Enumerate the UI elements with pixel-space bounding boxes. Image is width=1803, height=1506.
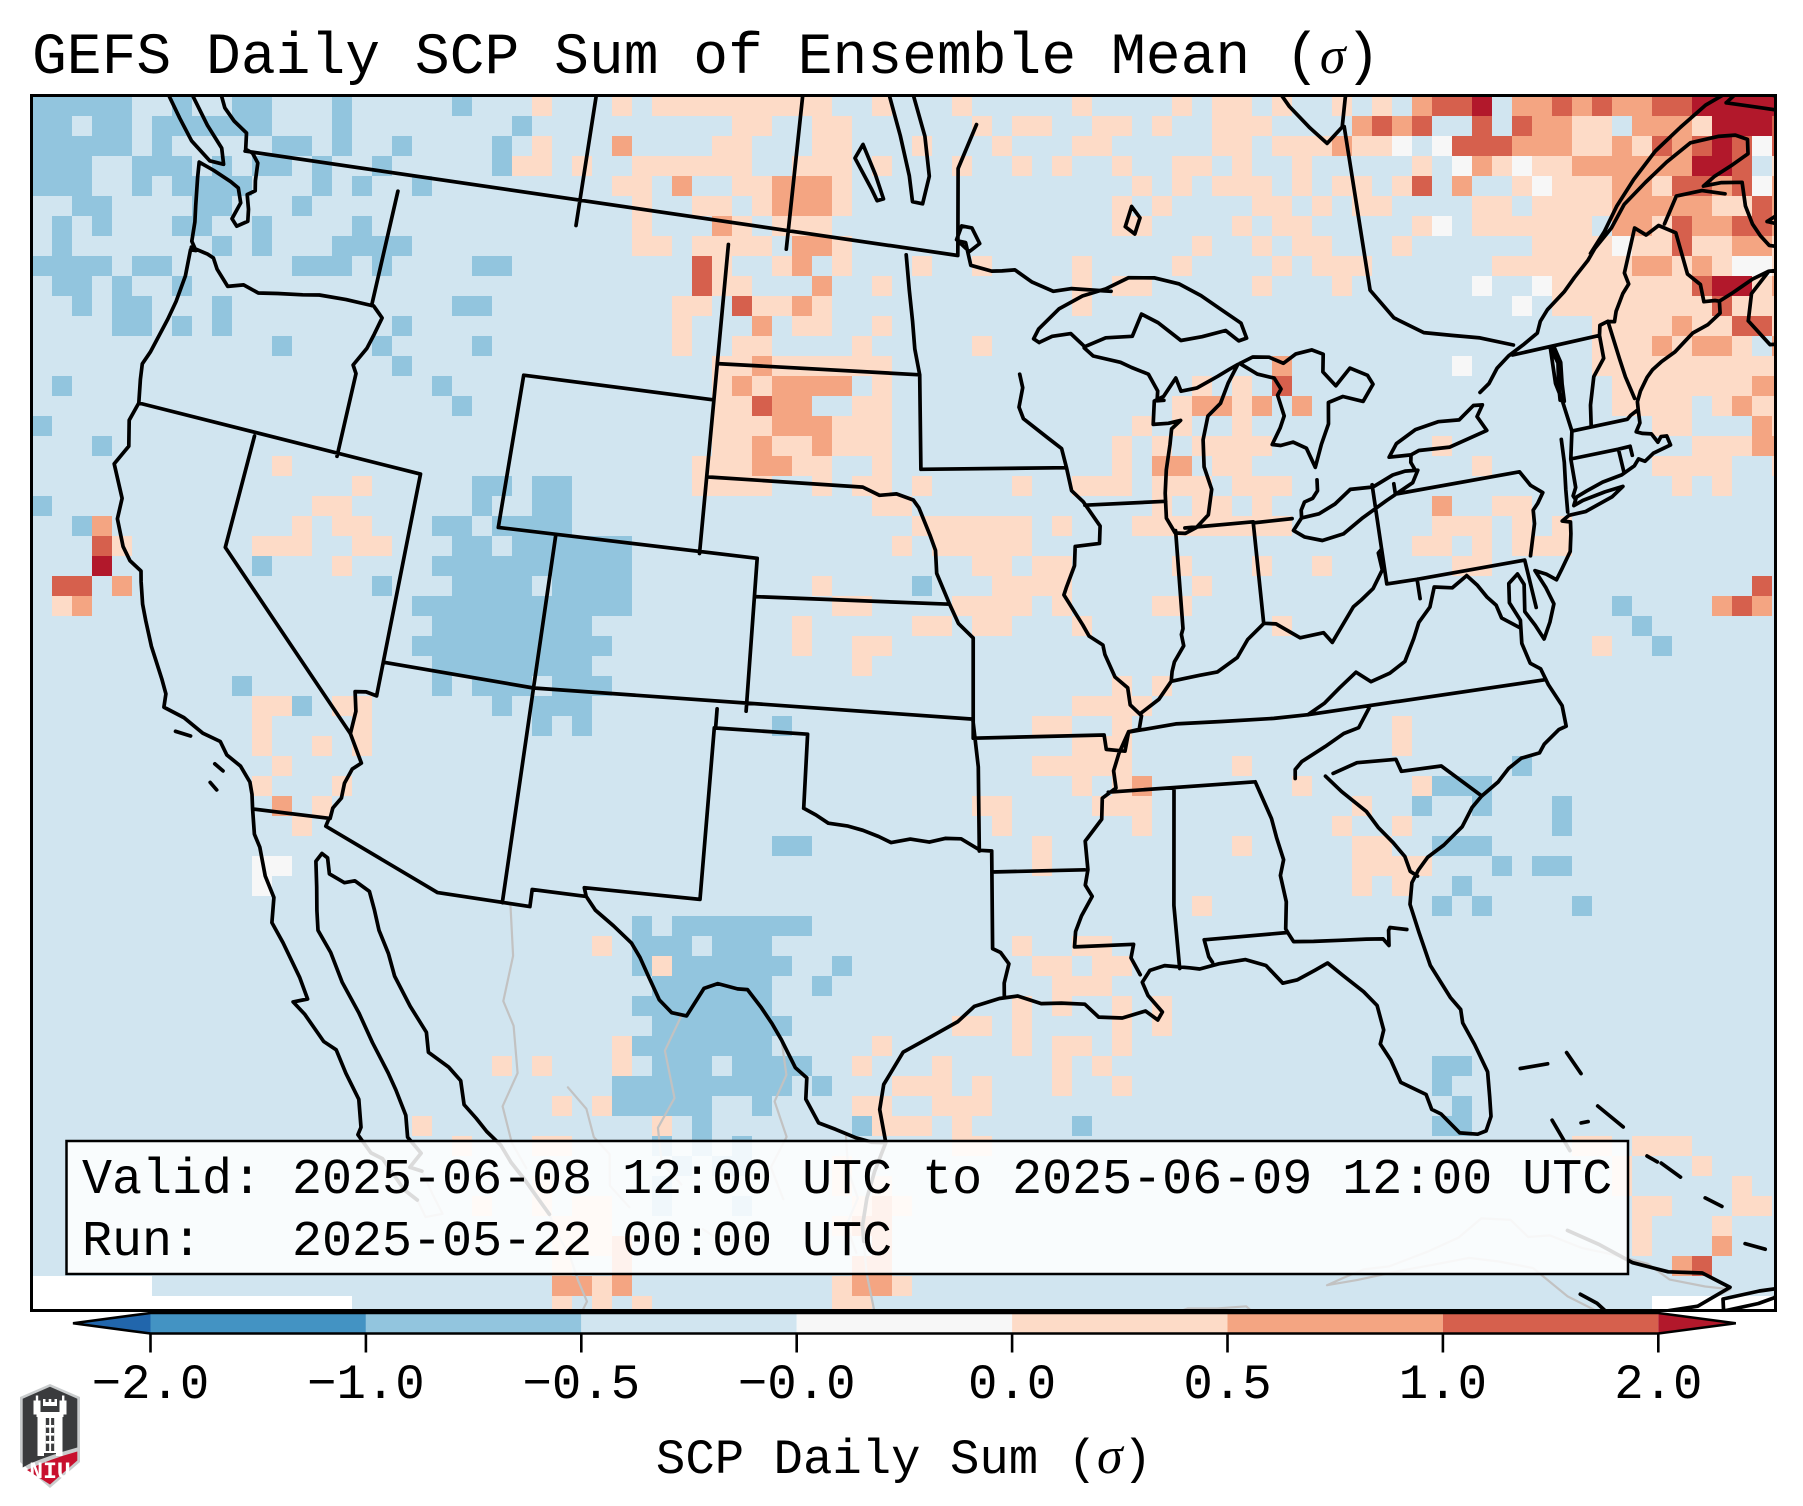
svg-text:Valid: 2025-06-08 12:00 UTC to: Valid: 2025-06-08 12:00 UTC to 2025-06-0… [82, 1152, 1612, 1209]
svg-text:0.5: 0.5 [1183, 1357, 1271, 1413]
svg-text:−0.0: −0.0 [738, 1357, 856, 1413]
svg-text:1.0: 1.0 [1399, 1357, 1487, 1413]
svg-text:−0.5: −0.5 [522, 1357, 640, 1413]
svg-text:−1.0: −1.0 [307, 1357, 425, 1413]
svg-text:−2.0: −2.0 [92, 1357, 210, 1413]
svg-text:GEFS Daily SCP Sum of Ensemble: GEFS Daily SCP Sum of Ensemble Mean (σ) [32, 26, 1380, 91]
svg-text:2.0: 2.0 [1614, 1357, 1702, 1413]
svg-text:NIU: NIU [29, 1459, 70, 1485]
svg-text:0.0: 0.0 [968, 1357, 1056, 1413]
svg-text:SCP Daily Sum (σ): SCP Daily Sum (σ) [656, 1428, 1152, 1488]
svg-text:Run: 2025-05-22 00:00 UTC: Run: 2025-05-22 00:00 UTC [82, 1214, 892, 1271]
